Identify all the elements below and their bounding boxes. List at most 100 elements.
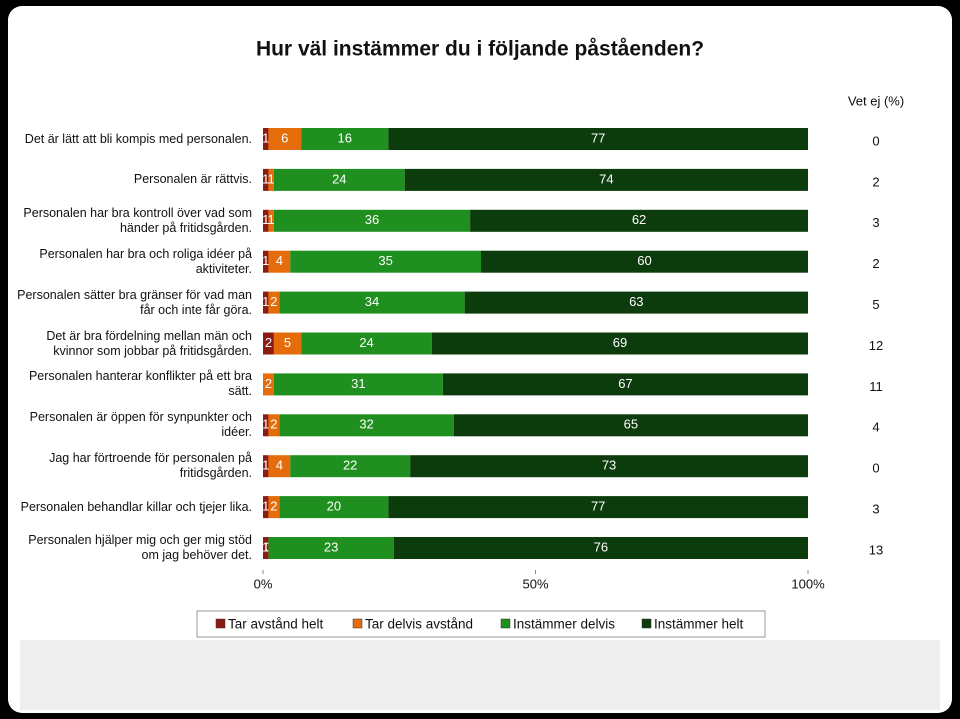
category-label: Det är lätt att bli kompis med personale… [24, 131, 252, 146]
data-label: 20 [327, 499, 341, 514]
data-label: 62 [632, 212, 646, 227]
legend-swatch [641, 618, 652, 629]
bar-segment [263, 128, 269, 150]
data-label: 2 [265, 376, 272, 391]
bar-segment [470, 209, 808, 232]
bar-segment [410, 455, 808, 478]
bar-segment [268, 537, 394, 559]
data-label: 32 [359, 417, 373, 432]
legend-label: Instämmer helt [654, 617, 744, 632]
data-label: 60 [637, 253, 651, 268]
data-label: 35 [378, 253, 392, 268]
data-label: 67 [618, 376, 632, 391]
bar-segment [263, 209, 269, 232]
vet-ej-value: 13 [869, 542, 883, 557]
bar-segment [279, 291, 465, 314]
legend-label: Tar avstånd helt [228, 617, 324, 632]
bar-segment [388, 128, 808, 150]
vet-ej-value: 12 [869, 338, 883, 353]
bar-segment [279, 496, 389, 519]
data-label: 1 [262, 212, 269, 227]
data-label: 1 [262, 294, 269, 309]
bar-segment [268, 168, 274, 191]
data-label: 76 [594, 539, 608, 554]
vet-ej-value: 0 [872, 461, 879, 476]
data-label: 23 [324, 539, 338, 554]
bar-segment [268, 128, 302, 150]
legend-label: Instämmer delvis [513, 617, 615, 632]
vet-ej-value: 0 [872, 133, 879, 148]
bar-segment [263, 455, 269, 478]
data-label: 1 [262, 458, 269, 473]
data-label: 69 [613, 335, 627, 350]
data-label: 1 [262, 171, 269, 186]
data-label: 34 [365, 294, 379, 309]
bar-segment [263, 496, 269, 519]
legend-swatch [215, 618, 226, 629]
bar-segment [268, 250, 291, 273]
bar-segment [464, 291, 808, 314]
bar-segment [393, 537, 808, 559]
data-label: 65 [624, 417, 638, 432]
panel [8, 6, 952, 713]
bar-segment [268, 414, 280, 437]
bar-segment [263, 414, 269, 437]
bar-segment [453, 414, 808, 437]
bar-segment [263, 537, 269, 559]
vet-ej-value: 5 [872, 297, 879, 312]
bar-segment [404, 168, 808, 191]
legend-swatch [500, 618, 511, 629]
vet-ej-value: 3 [872, 215, 879, 230]
bar-segment [263, 332, 274, 355]
category-label: Personalen har bra och roliga idéer på a… [39, 246, 252, 276]
data-label: 6 [281, 130, 288, 145]
category-label: Personalen hjälper mig och ger mig stöd … [28, 533, 252, 562]
data-label: 24 [332, 171, 346, 186]
bar-segment [442, 373, 808, 396]
data-label: 2 [265, 335, 272, 350]
bar-segment [268, 455, 291, 478]
vet-ej-title: Vet ej (%) [848, 93, 904, 108]
data-label: 1 [262, 417, 269, 432]
bar-segment [268, 291, 280, 314]
vet-ej-value: 4 [872, 420, 879, 435]
category-label: Personalen har bra kontroll över vad som… [23, 205, 252, 235]
legend-swatch [352, 618, 363, 629]
x-tick-label: 100% [791, 576, 825, 591]
x-tick-label: 0% [254, 576, 273, 591]
data-label: 24 [359, 335, 373, 350]
bar-segment [290, 250, 481, 273]
data-label: 22 [343, 458, 357, 473]
data-label: 77 [591, 130, 605, 145]
bar-segment [263, 373, 274, 396]
bar-segment [431, 332, 808, 355]
data-label: 16 [338, 130, 352, 145]
bar-segment [273, 209, 471, 232]
category-label: Jag har förtroende för personalen på fri… [49, 451, 252, 481]
bar-segment [263, 291, 269, 314]
bar-segment [273, 332, 302, 355]
data-label: 5 [284, 335, 291, 350]
data-label: 1 [262, 539, 269, 554]
bar-segment [481, 250, 808, 273]
data-label: 31 [351, 376, 365, 391]
data-label: 2 [270, 294, 277, 309]
data-label: 77 [591, 499, 605, 514]
category-label: Personalen är öppen för synpunkter och i… [29, 410, 252, 440]
chart-title: Hur väl instämmer du i följande påståend… [256, 38, 704, 61]
bar-segment [268, 209, 274, 232]
data-label: 74 [599, 171, 613, 186]
bar-segment [268, 496, 280, 519]
bar-segment [273, 373, 443, 396]
x-tick-label: 50% [522, 576, 548, 591]
bar-segment [263, 168, 269, 191]
data-label: 1 [262, 130, 269, 145]
bar-segment [263, 250, 269, 273]
data-label: 73 [602, 458, 616, 473]
data-label: 2 [270, 417, 277, 432]
data-label: 1 [262, 253, 269, 268]
legend-label: Tar delvis avstånd [365, 617, 473, 632]
bar-segment [301, 332, 432, 355]
bar-segment [301, 128, 389, 150]
